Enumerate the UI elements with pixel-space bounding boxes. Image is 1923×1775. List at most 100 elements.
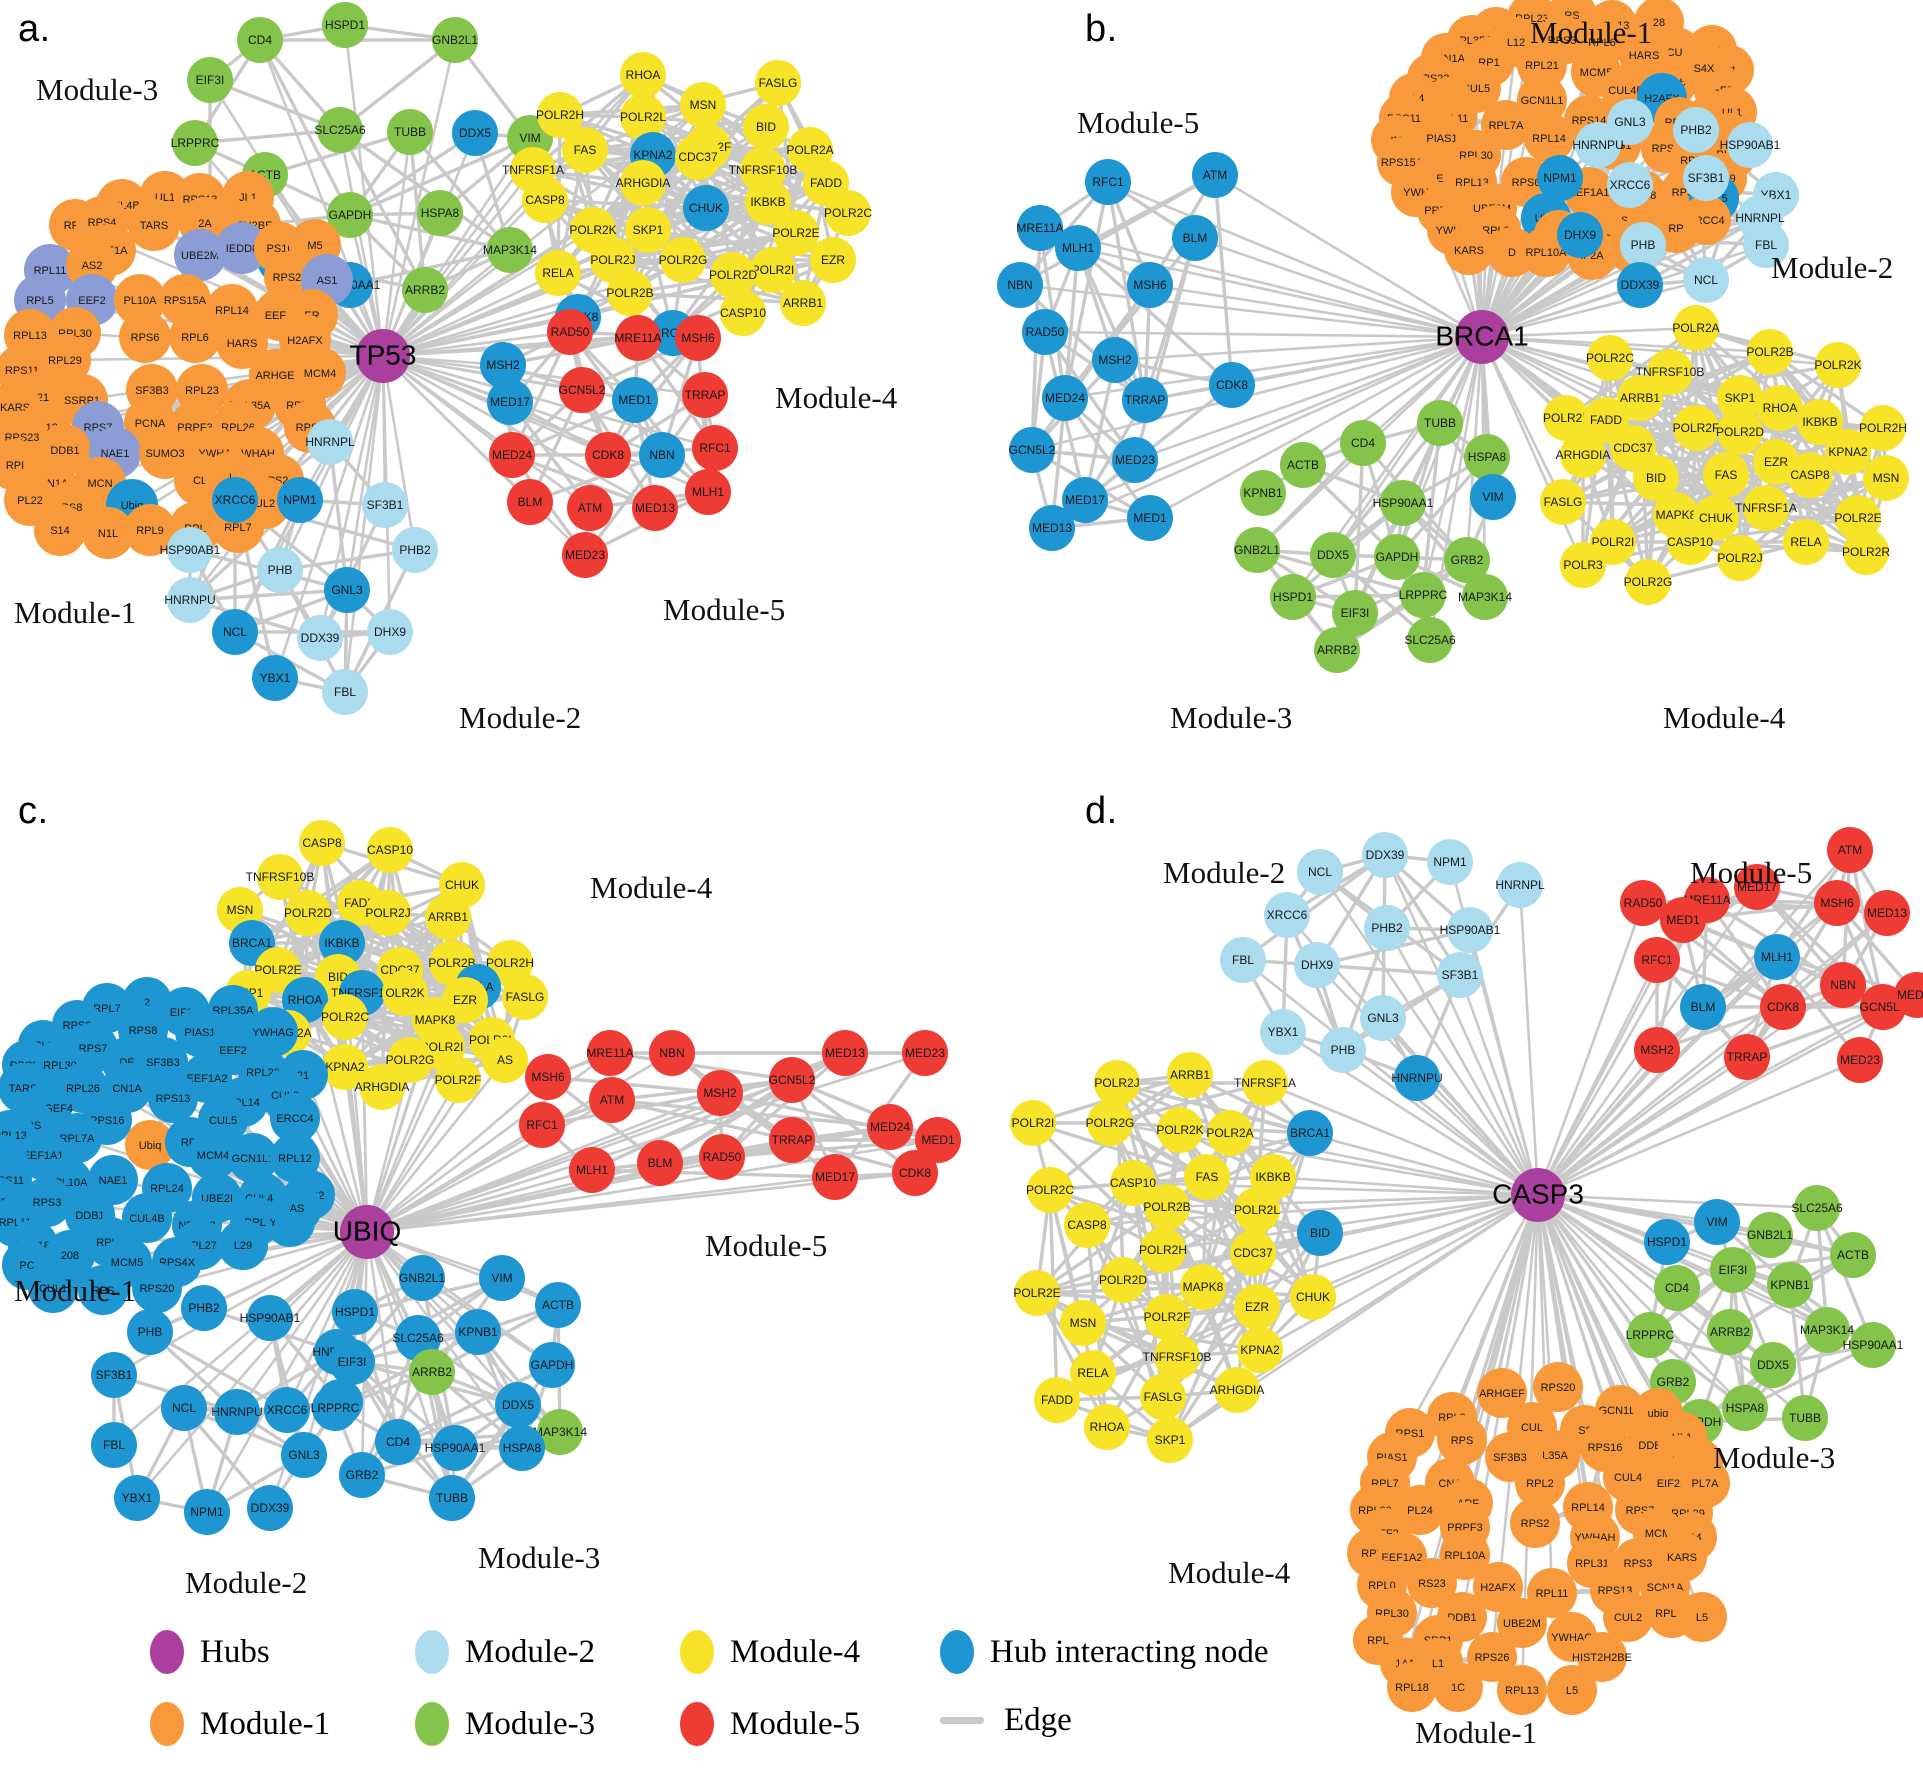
network-node[interactable]: POLR2I — [750, 247, 796, 293]
network-node[interactable]: YWHAH — [265, 1197, 315, 1247]
network-node[interactable]: 1C — [1433, 1662, 1483, 1712]
network-node[interactable]: MED23 — [1837, 1037, 1883, 1083]
network-node[interactable]: RPS7 — [1615, 1485, 1665, 1535]
network-node[interactable]: HAR — [0, 1177, 22, 1227]
network-node[interactable]: EEF2 — [66, 274, 118, 326]
network-node[interactable]: ERCC4 — [270, 1093, 320, 1143]
network-node[interactable]: CUL3 — [0, 1135, 28, 1185]
network-node[interactable]: POLR2F — [685, 124, 732, 170]
network-node[interactable]: ARHGDIA — [1210, 1367, 1265, 1413]
network-node[interactable]: L35A — [1530, 1430, 1580, 1480]
network-node[interactable]: SUMO3 — [139, 427, 191, 479]
network-node[interactable]: KPNA2 — [630, 132, 676, 178]
network-node[interactable]: PRPF3 — [169, 401, 221, 453]
network-node[interactable]: ubiq — [1633, 1388, 1683, 1438]
network-node[interactable]: PRPF3 — [1440, 1502, 1490, 1552]
network-node[interactable]: GNB2L1 — [1234, 527, 1280, 573]
network-node[interactable]: EIF2A — [1647, 1458, 1697, 1508]
network-node[interactable]: FASLG — [1540, 479, 1586, 525]
network-node[interactable]: KPNA2 — [1825, 429, 1871, 475]
network-node[interactable]: RPL13 — [4, 309, 56, 361]
network-node[interactable]: RELA — [1070, 1350, 1116, 1396]
network-node[interactable]: MAP3K14 — [533, 1409, 587, 1455]
network-node[interactable]: FASLG — [502, 974, 548, 1020]
network-node[interactable]: AS — [272, 1183, 322, 1233]
network-node[interactable]: HARS — [216, 317, 268, 369]
network-node[interactable]: NAE1 — [89, 427, 141, 479]
network-node[interactable]: RPL7A — [1481, 100, 1531, 150]
network-node[interactable]: VIM — [1470, 474, 1516, 520]
network-node[interactable]: EZR — [810, 237, 856, 283]
network-node[interactable]: RPL7 — [1360, 1458, 1410, 1508]
network-node[interactable]: RPS20 — [264, 251, 316, 303]
network-node[interactable]: CDK8 — [1209, 362, 1255, 408]
network-node[interactable]: HSPA8 — [417, 190, 463, 236]
network-node[interactable]: D — [1487, 227, 1537, 277]
network-node[interactable]: MED24 — [867, 1104, 913, 1150]
network-node[interactable]: EIF3I — [1710, 1247, 1756, 1293]
network-node[interactable]: HSPA8 — [1722, 1385, 1768, 1431]
network-node[interactable]: CD4 — [237, 17, 283, 63]
network-node[interactable]: RPL12 — [1647, 1588, 1697, 1638]
network-node[interactable]: HSP90AA1 — [425, 1425, 486, 1471]
network-node[interactable]: IKBKB — [1250, 1154, 1296, 1200]
network-node[interactable]: ARHGDIA — [1556, 432, 1611, 478]
network-node[interactable]: POLR2A — [1206, 1110, 1254, 1156]
network-node[interactable]: RAD50 — [1620, 880, 1666, 926]
network-node[interactable]: 1A1 — [1380, 1638, 1430, 1688]
network-node[interactable]: NCL — [1297, 849, 1343, 895]
network-node[interactable]: L5 — [1547, 1665, 1597, 1715]
network-node[interactable]: RFC1 — [692, 425, 738, 471]
network-node[interactable]: ARRB2 — [402, 267, 448, 313]
network-node[interactable]: CDK8 — [892, 1150, 938, 1196]
network-node[interactable]: ARRB2 — [1707, 1309, 1753, 1355]
network-node[interactable]: SLC25A6 — [1404, 617, 1456, 663]
network-node[interactable]: FADD — [1583, 397, 1629, 443]
network-node[interactable]: RPS13 — [1590, 1565, 1640, 1615]
network-node[interactable]: KARS — [0, 381, 41, 433]
network-node[interactable]: RPL35A — [1447, 15, 1497, 65]
network-node[interactable]: AS2 — [66, 239, 118, 291]
network-node[interactable]: CASP8 — [522, 177, 568, 223]
network-node[interactable]: GAPDH — [1374, 534, 1420, 580]
network-node[interactable]: LRPPRC — [1626, 1312, 1675, 1358]
network-node[interactable]: POLR2A — [264, 1010, 312, 1056]
network-node[interactable]: POLR3 — [1560, 542, 1606, 588]
network-node[interactable]: DDX39 — [1617, 262, 1663, 308]
network-node[interactable]: MRE11A — [1016, 205, 1064, 251]
network-node[interactable]: HNRNPL — [312, 1329, 362, 1375]
network-node[interactable]: CHUK — [439, 862, 485, 908]
network-node[interactable]: HNRNPU — [164, 577, 216, 623]
network-node[interactable]: RPL11 — [24, 244, 76, 296]
network-node[interactable]: EEF1/ — [254, 289, 306, 341]
network-node[interactable]: L29 — [218, 1220, 268, 1270]
network-node[interactable]: EIF3I — [187, 57, 233, 103]
network-node[interactable]: SF3B1 — [1683, 155, 1729, 201]
network-node[interactable]: 21 — [278, 1050, 328, 1100]
network-node[interactable]: RPL27 — [175, 1220, 225, 1270]
network-node[interactable]: YBX1 — [1260, 1009, 1306, 1055]
network-node[interactable]: KPNA2 — [1237, 1327, 1283, 1373]
network-node[interactable]: NEDD8 — [172, 1200, 222, 1250]
network-node[interactable]: RPL10A — [42, 1157, 92, 1207]
network-node[interactable]: GAPDH — [327, 192, 373, 238]
network-node[interactable]: HNRNPL — [1495, 862, 1545, 908]
network-node[interactable]: UL1 — [1707, 87, 1757, 137]
network-node[interactable]: CD4 — [1340, 420, 1386, 466]
network-node[interactable]: NBN — [997, 262, 1043, 308]
network-node[interactable]: NCL — [1683, 257, 1729, 303]
network-node[interactable]: BID — [315, 954, 361, 1000]
network-node[interactable]: RPS26 — [1467, 1632, 1517, 1682]
network-node[interactable]: RELA — [455, 964, 501, 1010]
network-node[interactable]: MLH1 — [1754, 934, 1800, 980]
network-node[interactable]: ATM — [567, 485, 613, 531]
network-node[interactable]: RFC1 — [519, 1102, 565, 1148]
network-node[interactable]: TNFRSF1A — [502, 147, 564, 193]
network-node[interactable]: MED24 — [1042, 375, 1088, 421]
network-node[interactable]: YWHA — [1427, 205, 1477, 255]
network-node[interactable]: MCN — [74, 457, 126, 509]
network-node[interactable]: YWHAH — [1570, 1512, 1620, 1562]
network-node[interactable]: HNRNPU — [1572, 122, 1624, 168]
network-node[interactable]: RELA — [535, 250, 581, 296]
network-node[interactable]: TUBB — [429, 1475, 475, 1521]
